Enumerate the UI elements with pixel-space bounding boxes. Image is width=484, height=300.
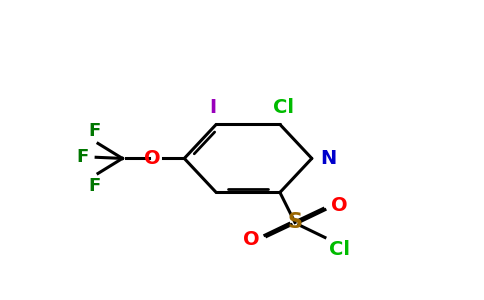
Text: N: N — [320, 149, 336, 168]
Text: S: S — [287, 212, 302, 232]
Text: F: F — [88, 122, 100, 140]
Text: O: O — [242, 230, 259, 249]
Text: Cl: Cl — [273, 98, 294, 118]
Text: O: O — [144, 149, 161, 168]
Text: F: F — [76, 148, 89, 166]
Text: Cl: Cl — [329, 240, 350, 259]
Text: O: O — [331, 196, 347, 214]
Text: I: I — [209, 98, 216, 118]
Text: F: F — [88, 177, 100, 195]
